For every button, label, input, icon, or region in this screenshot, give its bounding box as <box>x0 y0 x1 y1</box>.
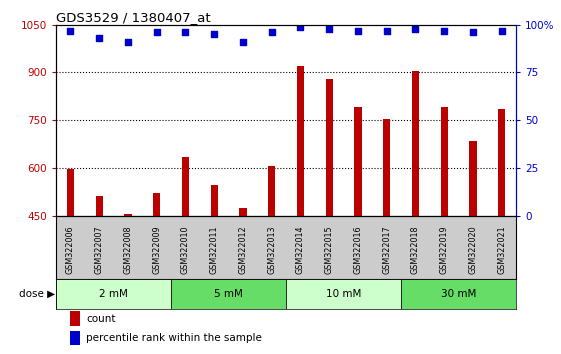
Text: count: count <box>86 314 116 324</box>
Point <box>411 26 420 32</box>
Text: GSM322010: GSM322010 <box>181 225 190 274</box>
Point <box>353 28 362 33</box>
Bar <box>401 279 516 309</box>
Point <box>267 30 276 35</box>
Text: 2 mM: 2 mM <box>99 289 128 299</box>
Bar <box>268 166 275 216</box>
Text: GSM322018: GSM322018 <box>411 225 420 274</box>
Bar <box>470 141 477 216</box>
Bar <box>210 185 218 216</box>
Point <box>497 28 506 33</box>
Text: GSM322017: GSM322017 <box>382 225 391 274</box>
Text: GSM322012: GSM322012 <box>238 225 247 274</box>
Bar <box>95 196 103 216</box>
Text: GSM322014: GSM322014 <box>296 225 305 274</box>
Bar <box>325 79 333 216</box>
Bar <box>412 71 419 216</box>
Text: GSM322006: GSM322006 <box>66 225 75 274</box>
Bar <box>171 279 286 309</box>
Text: 5 mM: 5 mM <box>214 289 243 299</box>
Bar <box>67 170 74 216</box>
Bar <box>182 157 189 216</box>
Point <box>440 28 449 33</box>
Text: GSM322013: GSM322013 <box>267 225 276 274</box>
Text: GDS3529 / 1380407_at: GDS3529 / 1380407_at <box>56 11 211 24</box>
Bar <box>286 279 401 309</box>
Bar <box>70 312 80 326</box>
Text: GSM322011: GSM322011 <box>210 225 219 274</box>
Point <box>152 30 161 35</box>
Point <box>66 28 75 33</box>
Text: GSM322009: GSM322009 <box>152 225 161 274</box>
Bar <box>56 279 171 309</box>
Text: GSM322015: GSM322015 <box>325 225 334 274</box>
Point <box>382 28 391 33</box>
Bar <box>125 214 132 216</box>
Text: GSM322021: GSM322021 <box>497 225 506 274</box>
Text: dose ▶: dose ▶ <box>19 289 54 299</box>
Point <box>123 39 132 45</box>
Text: GSM322008: GSM322008 <box>123 225 132 274</box>
Point <box>238 39 247 45</box>
Bar <box>153 193 160 216</box>
Text: percentile rank within the sample: percentile rank within the sample <box>86 333 262 343</box>
Point <box>210 32 219 37</box>
Text: GSM322016: GSM322016 <box>353 225 362 274</box>
Point <box>468 30 477 35</box>
Text: GSM322019: GSM322019 <box>440 225 449 274</box>
Text: 30 mM: 30 mM <box>441 289 476 299</box>
Point <box>95 35 104 41</box>
Point <box>181 30 190 35</box>
Point <box>296 24 305 29</box>
Point <box>325 26 334 32</box>
Bar <box>297 66 304 216</box>
Text: 10 mM: 10 mM <box>326 289 361 299</box>
Bar <box>70 331 80 345</box>
Bar <box>383 119 390 216</box>
Bar <box>498 109 505 216</box>
Bar <box>440 107 448 216</box>
Bar <box>240 207 247 216</box>
Bar <box>355 107 362 216</box>
Text: GSM322007: GSM322007 <box>95 225 104 274</box>
Text: GSM322020: GSM322020 <box>468 225 477 274</box>
